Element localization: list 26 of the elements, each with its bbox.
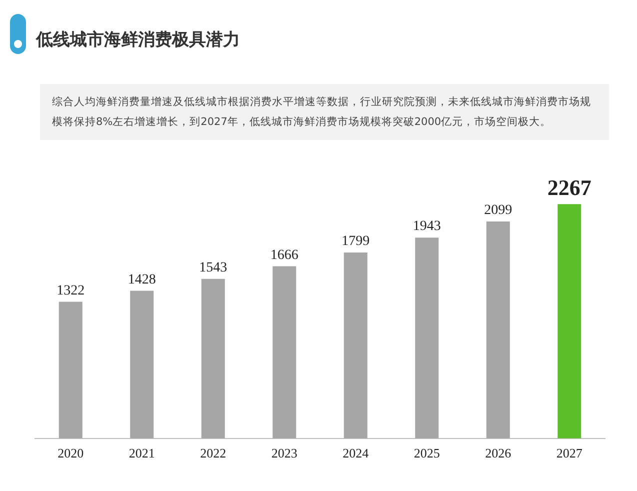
bar [558, 204, 582, 438]
data-label: 2099 [484, 203, 512, 218]
bar [201, 278, 225, 438]
data-label: 1322 [56, 283, 85, 298]
x-tick-label: 2024 [342, 446, 370, 461]
bar [344, 252, 368, 438]
bar [272, 266, 296, 438]
x-tick-label: 2021 [128, 446, 155, 461]
x-tick-label: 2026 [485, 446, 512, 461]
x-tick-label: 2025 [414, 446, 440, 461]
x-tick-label: 2023 [271, 446, 298, 461]
x-tick-label: 2027 [556, 446, 583, 461]
x-tick-label: 2022 [200, 446, 226, 461]
data-label: 1943 [412, 219, 441, 234]
chart-title: 低线城市海鲜消费极具潜力 [36, 29, 240, 51]
bar [130, 290, 154, 438]
bar [486, 221, 510, 438]
data-label: 2267 [547, 174, 592, 200]
data-label: 1543 [199, 260, 228, 276]
bar [58, 302, 82, 438]
chart-subtitle: 综合人均海鲜消费量增速及低线城市根据消费水平增速等数据，行业研究院预测，未来低线城市海鲜消费市场规模将保持8%左右增速增长，到2027年，低线城市海鲜消费市场规模将突破2000亿元，市场空间极大。 [40, 84, 609, 140]
data-label: 1428 [128, 272, 156, 288]
bar [415, 238, 439, 438]
x-tick-label: 2020 [58, 446, 84, 461]
data-label: 1799 [342, 234, 370, 250]
data-label: 1666 [270, 248, 298, 263]
